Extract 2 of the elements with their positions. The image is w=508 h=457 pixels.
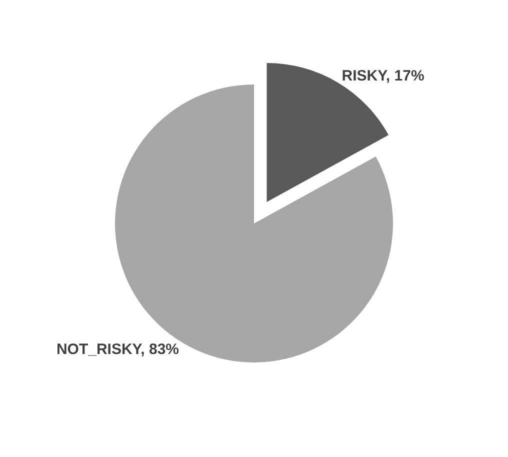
slice-label: RISKY, 17% (342, 68, 424, 85)
slice-label: NOT_RISKY, 83% (56, 340, 179, 358)
